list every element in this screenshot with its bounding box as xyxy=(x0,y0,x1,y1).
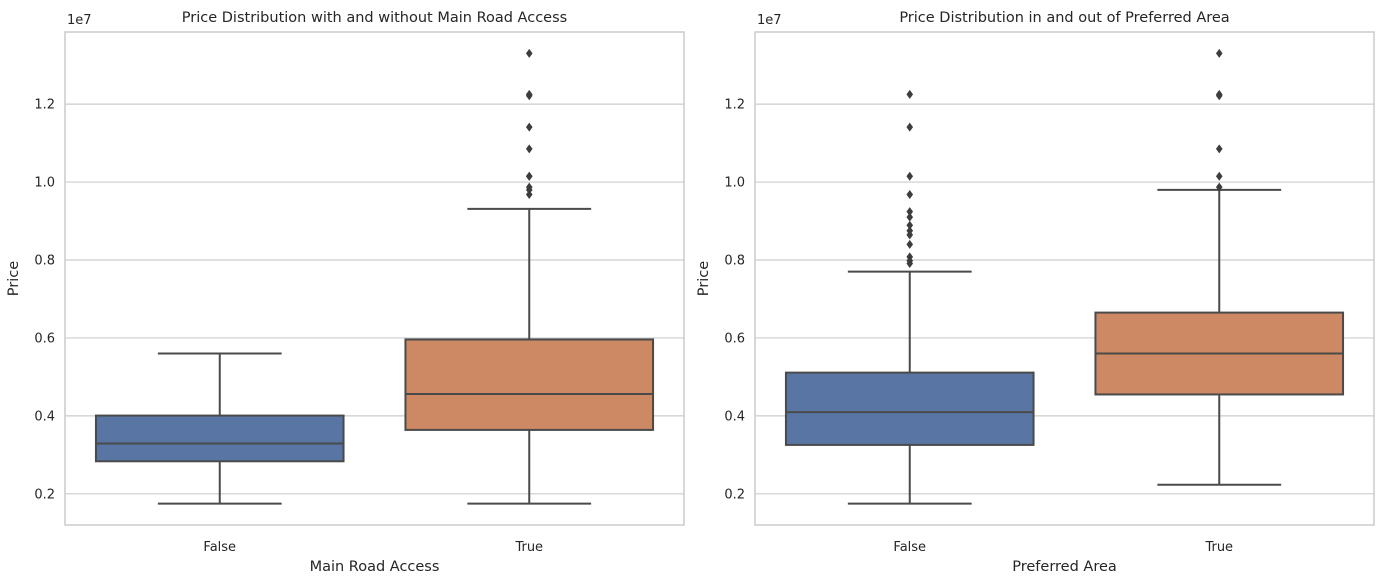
right-outlier-true xyxy=(1215,182,1223,192)
right-ytick-label: 0.8 xyxy=(724,253,745,268)
right-outlier-false xyxy=(906,171,914,181)
right-outlier-true xyxy=(1215,48,1223,58)
left-xtick-label: True xyxy=(514,540,543,555)
right-x-axis-label: Preferred Area xyxy=(1012,559,1117,575)
left-y-axis-label: Price xyxy=(6,261,22,296)
left-outlier-true xyxy=(525,182,533,192)
right-ytick-label: 0.4 xyxy=(724,409,745,424)
left-ytick-label: 1.2 xyxy=(34,98,55,113)
left-xtick-label: False xyxy=(203,540,236,555)
right-ytick-label: 1.2 xyxy=(724,98,745,113)
right-outlier-false xyxy=(906,220,914,230)
right-outlier-false xyxy=(906,89,914,99)
right-outlier-false xyxy=(906,189,914,199)
right-xtick-label: False xyxy=(893,540,926,555)
right-outlier-true xyxy=(1215,89,1223,99)
right-box-false xyxy=(784,371,1035,446)
right-scale-offset: 1e7 xyxy=(757,13,782,28)
left-outlier-true xyxy=(525,144,533,154)
right-y-axis-label: Price xyxy=(696,261,712,296)
right-outlier-false xyxy=(906,212,914,222)
left-axes-frame xyxy=(64,31,685,526)
left-outlier-true xyxy=(525,122,533,132)
right-outlier-true xyxy=(1215,171,1223,181)
left-outlier-true xyxy=(525,48,533,58)
right-outlier-false xyxy=(906,122,914,132)
left-box-false xyxy=(94,414,345,463)
right-outlier-false xyxy=(906,239,914,249)
right-ytick-label: 0.6 xyxy=(724,331,745,346)
right-ytick-label: 1.0 xyxy=(724,176,745,191)
right-chart-title: Price Distribution in and out of Preferr… xyxy=(899,10,1229,26)
left-ytick-label: 1.0 xyxy=(34,176,55,191)
left-outlier-true xyxy=(525,89,533,99)
left-chart-title: Price Distribution with and without Main… xyxy=(182,10,567,26)
right-outlier-true xyxy=(1215,144,1223,154)
left-ytick-label: 0.8 xyxy=(34,253,55,268)
left-outlier-true xyxy=(525,171,533,181)
left-ytick-label: 0.6 xyxy=(34,331,55,346)
left-scale-offset: 1e7 xyxy=(67,13,92,28)
right-ytick-label: 0.2 xyxy=(724,487,745,502)
right-outlier-false xyxy=(906,252,914,262)
right-xtick-label: True xyxy=(1204,540,1233,555)
right-outlier-false xyxy=(906,207,914,217)
left-x-axis-label: Main Road Access xyxy=(310,559,440,575)
left-outlier-true xyxy=(525,189,533,199)
left-ytick-label: 0.2 xyxy=(34,487,55,502)
right-axes-frame xyxy=(754,31,1375,526)
right-outlier-false xyxy=(906,226,914,236)
left-box-true xyxy=(404,338,655,431)
left-ytick-label: 0.4 xyxy=(34,409,55,424)
